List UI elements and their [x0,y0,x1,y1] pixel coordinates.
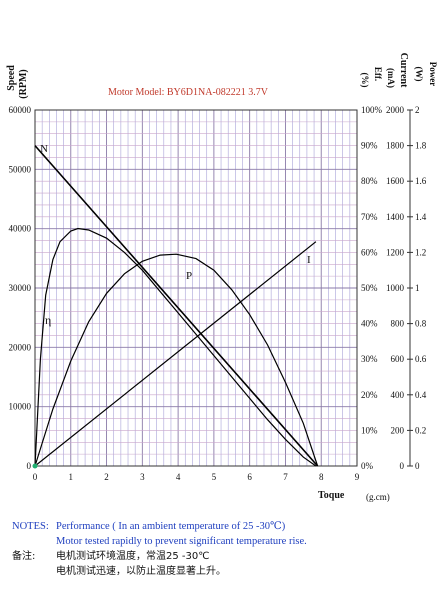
notes-line-2: Motor tested rapidly to prevent signific… [12,534,432,549]
notes-block: NOTES: Performance ( In an ambient temper… [12,519,432,579]
notes-line-4: 电机测试迅速，以防止温度显著上升。 [12,564,432,579]
speed-axis-unit: (RPM) [18,69,29,98]
eff-tick-label: 90% [361,141,378,151]
speed-tick-label: 0 [27,461,32,471]
notes-cn-rapid: 电机测试迅速，以防止温度显著上升。 [56,566,226,577]
current-tick-label: 2000 [386,105,405,115]
plot-grid [34,109,358,467]
current-tick-label: 800 [391,319,405,329]
x-tick-label: 1 [69,472,74,482]
current-tick-label: 1400 [386,212,405,222]
series-line-i [34,241,317,467]
chart-axes: 0 1 2 3 4 5 6 7 8 9010000200003000040000500006000… [9,105,427,482]
power-tick-label: 0.2 [415,425,426,435]
origin-marker [32,463,38,469]
power-tick-label: 1.4 [415,212,427,222]
notes-tested-rapidly: Motor tested rapidly to prevent signific… [56,536,307,547]
series-label-p: P [186,270,192,282]
power-tick-label: 2 [415,105,420,115]
eff-tick-label: 30% [361,354,378,364]
notes-line-3: 备注: 电机测试环境温度，常温25 -30℃ [12,549,432,564]
current-tick-label: 0 [400,461,405,471]
current-tick-label: 600 [391,354,405,364]
eff-tick-label: 20% [361,390,378,400]
speed-tick-label: 10000 [9,402,32,412]
notes-cn-temperature: 电机测试环境温度，常温25 -30℃ [56,551,210,562]
eff-axis-unit: (%) [360,73,370,88]
notes-line-1: NOTES: Performance ( In an ambient temper… [12,519,432,534]
speed-tick-label: 50000 [9,164,32,174]
series-line-p [34,253,319,467]
power-tick-label: 0.6 [415,354,427,364]
notes-performance: Performance ( In an ambient temperature … [56,521,286,532]
x-tick-label: 4 [176,472,181,482]
power-axis-unit: (W) [414,67,424,82]
current-tick-label: 400 [391,390,405,400]
series-line-n [34,145,319,467]
current-axis-label: Current [398,53,409,88]
current-tick-label: 1000 [386,283,405,293]
power-tick-label: 1.6 [415,176,427,186]
series-label-i: I [307,254,311,266]
x-tick-label: 6 [247,472,252,482]
current-tick-label: 1800 [386,141,405,151]
power-tick-label: 1 [415,283,420,293]
x-tick-label: 7 [283,472,288,482]
series-label-eta: η [45,313,51,327]
current-axis-unit: (mA) [386,68,396,88]
current-tick-label: 200 [391,425,405,435]
eff-tick-label: 70% [361,212,378,222]
speed-tick-label: 60000 [9,105,32,115]
speed-tick-label: 20000 [9,342,32,352]
x-axis-label: Toque [318,490,345,501]
eff-tick-label: 100% [361,105,383,115]
notes-label-cn: 备注: [12,551,36,562]
chart-title: Motor Model: BY6D1NA-082221 3.7V [108,87,269,98]
chart-series [32,145,319,469]
eff-tick-label: 60% [361,247,378,257]
speed-tick-label: 30000 [9,283,32,293]
power-tick-label: 0.8 [415,319,427,329]
power-tick-label: 0 [415,461,420,471]
x-tick-label: 3 [140,472,145,482]
current-tick-label: 1200 [386,247,405,257]
notes-label: NOTES: [12,521,49,532]
x-tick-label: 5 [212,472,217,482]
power-tick-label: 1.2 [415,247,426,257]
x-tick-label: 0 [33,472,38,482]
x-tick-label: 2 [104,472,109,482]
plot-frame [34,109,358,467]
power-tick-label: 0.4 [415,390,427,400]
x-tick-label: 8 [319,472,324,482]
speed-tick-label: 40000 [9,224,32,234]
chart-text: Motor Model: BY6D1NA-082221 3.7V Toque (… [6,53,438,502]
eff-tick-label: 80% [361,176,378,186]
series-line-eta [34,227,317,467]
x-axis-unit: (g.cm) [366,492,390,502]
eff-axis-label: Eff. [373,67,383,81]
eff-tick-label: 0% [361,461,374,471]
eff-tick-label: 40% [361,319,378,329]
power-axis-label: Power [428,62,438,87]
eff-tick-label: 50% [361,283,378,293]
speed-axis-label: Speed [6,65,17,91]
current-tick-label: 1600 [386,176,405,186]
eff-tick-label: 10% [361,425,378,435]
series-label-n: N [40,143,48,155]
power-tick-label: 1.8 [415,141,427,151]
x-tick-label: 9 [355,472,360,482]
